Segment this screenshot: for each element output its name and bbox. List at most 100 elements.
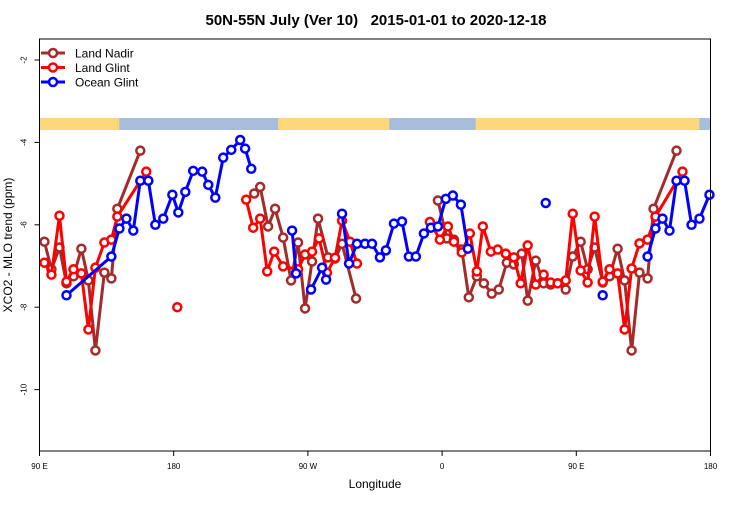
data-point xyxy=(351,238,363,250)
data-point xyxy=(106,251,117,262)
y-axis: -2 -4 -6 -8 -10 xyxy=(20,56,40,395)
data-point xyxy=(388,218,400,229)
data-point xyxy=(336,208,348,219)
data-point xyxy=(619,324,630,335)
data-point xyxy=(285,275,297,286)
y-tick-label: -8 xyxy=(20,303,29,311)
data-point xyxy=(396,216,408,227)
surface-strip xyxy=(39,118,711,130)
data-point xyxy=(210,192,221,203)
data-point xyxy=(128,225,139,236)
legend-label: Land Glint xyxy=(75,61,130,75)
data-point xyxy=(366,238,378,250)
data-point xyxy=(679,175,690,186)
data-point xyxy=(99,267,110,278)
legend-marker xyxy=(47,76,59,88)
data-point xyxy=(515,278,526,289)
data-point xyxy=(187,165,199,177)
data-point xyxy=(448,236,460,247)
data-point xyxy=(112,211,123,222)
data-point xyxy=(552,278,563,289)
y-tick-label: -6 xyxy=(20,221,29,229)
data-point xyxy=(196,166,208,177)
data-point xyxy=(522,295,533,306)
data-point xyxy=(686,219,697,231)
data-point xyxy=(508,252,520,263)
data-point xyxy=(143,175,154,186)
data-point xyxy=(530,279,541,290)
land-strip-segment xyxy=(278,118,390,130)
data-point xyxy=(350,293,362,304)
data-point xyxy=(560,284,571,295)
data-point xyxy=(619,275,630,286)
data-point xyxy=(604,264,615,275)
data-point xyxy=(434,234,446,245)
data-point xyxy=(410,251,422,262)
x-axis-label: Longitude xyxy=(349,477,402,491)
data-point xyxy=(290,268,302,279)
data-point xyxy=(61,276,72,287)
x-tick-label: 0 xyxy=(440,462,445,471)
series-land-glint xyxy=(39,166,688,335)
data-point xyxy=(106,273,117,284)
legend-label: Land Nadir xyxy=(75,47,134,61)
data-point xyxy=(597,290,608,301)
data-point xyxy=(463,292,475,303)
data-point xyxy=(261,266,273,277)
chart-title: 50N-55N July (Ver 10) 2015-01-01 to 2020… xyxy=(205,12,546,29)
series-line xyxy=(428,170,684,331)
data-point xyxy=(68,264,79,275)
data-point xyxy=(343,258,355,269)
data-point xyxy=(245,163,257,175)
data-point xyxy=(217,152,229,163)
data-point xyxy=(277,261,289,272)
data-point xyxy=(442,221,454,232)
data-point xyxy=(316,262,328,273)
data-point xyxy=(203,179,214,191)
data-point xyxy=(312,213,324,224)
data-point xyxy=(447,190,459,201)
data-point xyxy=(478,278,490,289)
data-point xyxy=(121,213,132,224)
data-point xyxy=(39,236,50,247)
data-point xyxy=(500,248,512,259)
data-point xyxy=(642,251,653,262)
data-point xyxy=(54,210,65,221)
plot-frame xyxy=(39,38,711,452)
land-strip-segment xyxy=(39,118,118,130)
data-point xyxy=(135,145,146,156)
land-strip-segment xyxy=(117,118,120,130)
x-tick-label: 90 E xyxy=(568,462,584,471)
data-point xyxy=(262,221,274,232)
x-tick-label: 90 E xyxy=(31,462,47,471)
data-point xyxy=(240,194,252,205)
data-point xyxy=(530,255,541,266)
data-point xyxy=(39,257,50,268)
data-point xyxy=(642,273,653,284)
data-point xyxy=(538,269,549,280)
data-point xyxy=(432,221,444,232)
data-point xyxy=(374,252,386,263)
data-point xyxy=(61,290,72,301)
data-point xyxy=(158,213,169,224)
data-point xyxy=(114,223,125,234)
y-tick-label: -2 xyxy=(20,56,29,64)
data-point xyxy=(268,246,280,257)
data-point xyxy=(418,228,430,239)
x-tick-label: 90 W xyxy=(299,462,318,471)
data-point xyxy=(226,144,237,156)
data-point xyxy=(306,246,318,257)
data-point xyxy=(704,189,715,200)
data-point xyxy=(471,266,483,277)
data-point xyxy=(671,175,682,186)
data-point xyxy=(141,166,152,177)
data-point xyxy=(612,243,623,254)
data-point xyxy=(560,275,571,286)
data-point xyxy=(299,303,311,314)
data-point xyxy=(380,245,392,256)
data-point xyxy=(76,268,87,279)
data-point xyxy=(329,252,341,264)
legend-marker xyxy=(47,47,59,59)
